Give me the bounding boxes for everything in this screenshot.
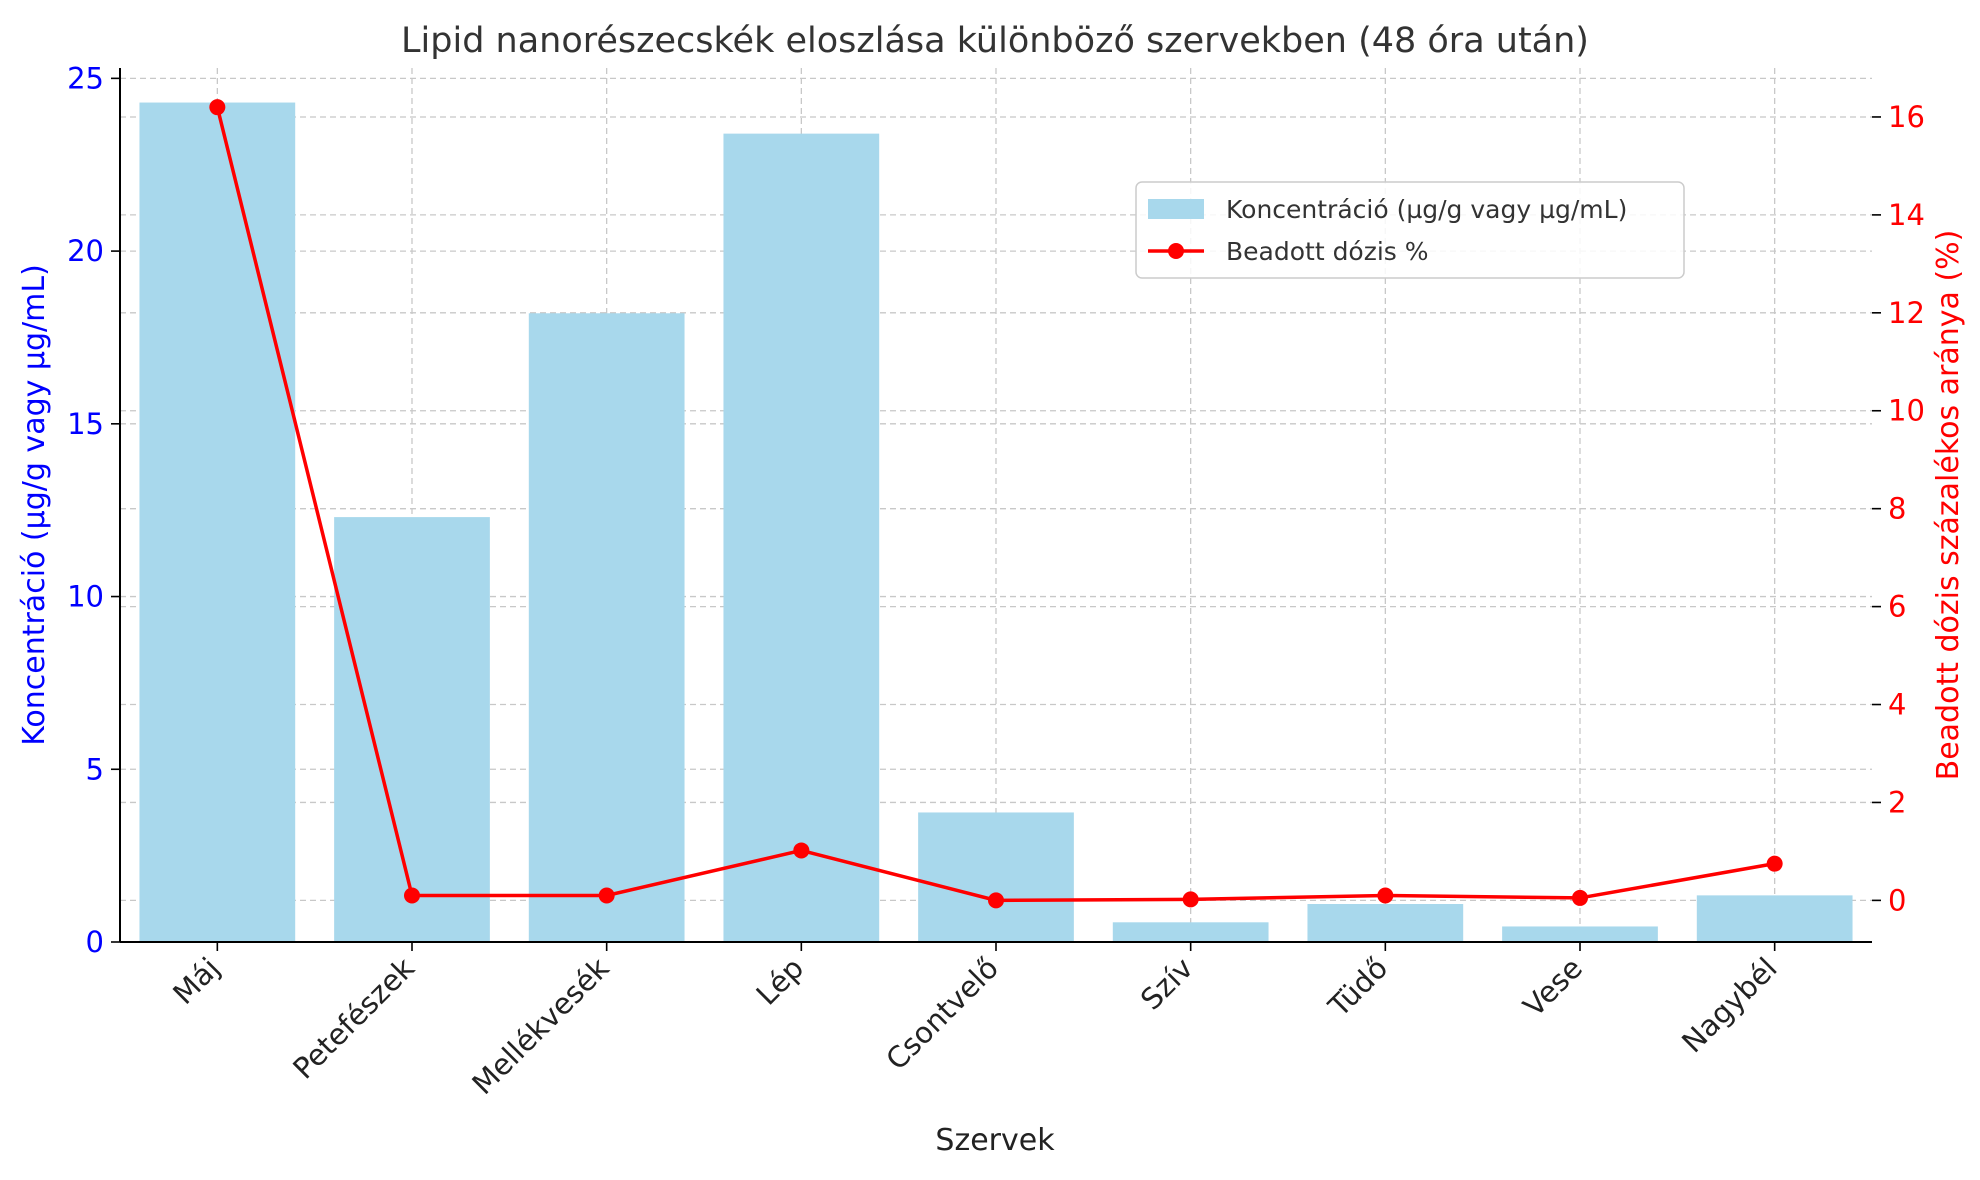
left-tick-label-1: 5 bbox=[86, 752, 104, 786]
dose-point-4 bbox=[988, 892, 1004, 909]
dose-point-7 bbox=[1572, 889, 1588, 906]
line-layer bbox=[209, 99, 1783, 909]
legend-bar-label: Koncentráció (µg/g vagy µg/mL) bbox=[1226, 195, 1627, 224]
bar-5 bbox=[1112, 922, 1269, 942]
right-tick-label-6: 12 bbox=[1888, 296, 1925, 330]
x-tick-label-4: Csontvelő bbox=[879, 951, 1005, 1077]
legend-line-marker bbox=[1168, 243, 1184, 259]
x-tick-label-6: Tüdő bbox=[1321, 951, 1394, 1024]
legend-line-label: Beadott dózis % bbox=[1226, 237, 1429, 266]
x-axis-label: Szervek bbox=[935, 1123, 1055, 1158]
x-tick-label-5: Szív bbox=[1134, 951, 1200, 1017]
x-tick-label-3: Lép bbox=[750, 951, 811, 1012]
bar-3 bbox=[723, 133, 880, 943]
right-tick-label-3: 6 bbox=[1888, 590, 1906, 624]
legend-bar-swatch bbox=[1148, 199, 1204, 219]
x-tick-label-1: Petefészek bbox=[286, 951, 421, 1086]
dose-point-2 bbox=[598, 887, 615, 904]
x-tick-label-8: Nagybél bbox=[1675, 951, 1783, 1059]
x-tick-label-0: Máj bbox=[166, 951, 226, 1011]
left-tick-label-0: 0 bbox=[86, 925, 104, 959]
right-tick-label-4: 8 bbox=[1888, 492, 1906, 526]
bar-7 bbox=[1502, 926, 1658, 942]
dose-point-5 bbox=[1182, 891, 1199, 908]
right-tick-label-2: 4 bbox=[1888, 688, 1906, 722]
left-tick-label-5: 25 bbox=[67, 61, 104, 95]
legend: Koncentráció (µg/g vagy µg/mL) Beadott d… bbox=[1135, 181, 1685, 279]
bar-8 bbox=[1696, 895, 1853, 942]
bar-2 bbox=[528, 313, 685, 943]
right-axis-label: Beadott dózis százalékos aránya (%) bbox=[1931, 230, 1966, 781]
bar-1 bbox=[334, 517, 490, 942]
dose-point-3 bbox=[793, 842, 810, 859]
right-tick-label-1: 2 bbox=[1888, 785, 1906, 819]
right-tick-label-0: 0 bbox=[1888, 883, 1906, 917]
dose-point-0 bbox=[209, 99, 226, 116]
legend-box bbox=[1135, 181, 1685, 279]
bar-layer bbox=[139, 102, 1853, 943]
left-tick-label-3: 15 bbox=[67, 407, 104, 441]
bar-6 bbox=[1307, 904, 1464, 942]
left-tick-label-2: 10 bbox=[67, 580, 104, 614]
dose-point-6 bbox=[1377, 887, 1394, 904]
dose-point-8 bbox=[1766, 855, 1783, 872]
right-tick-label-5: 10 bbox=[1888, 394, 1925, 428]
label-layer: Lipid nanorészecskék eloszlása különböző… bbox=[17, 21, 1966, 1158]
x-tick-label-2: Mellékvesék bbox=[465, 951, 615, 1101]
right-tick-label-7: 14 bbox=[1888, 198, 1925, 232]
left-axis-label: Koncentráció (µg/g vagy µg/mL) bbox=[17, 264, 52, 746]
bar-0 bbox=[139, 102, 296, 942]
right-tick-label-8: 16 bbox=[1888, 100, 1925, 134]
bar-4 bbox=[918, 812, 1074, 942]
x-tick-label-7: Vese bbox=[1517, 951, 1589, 1023]
dose-point-1 bbox=[404, 887, 420, 904]
chart-title: Lipid nanorészecskék eloszlása különböző… bbox=[401, 21, 1589, 61]
left-tick-label-4: 20 bbox=[67, 234, 104, 268]
